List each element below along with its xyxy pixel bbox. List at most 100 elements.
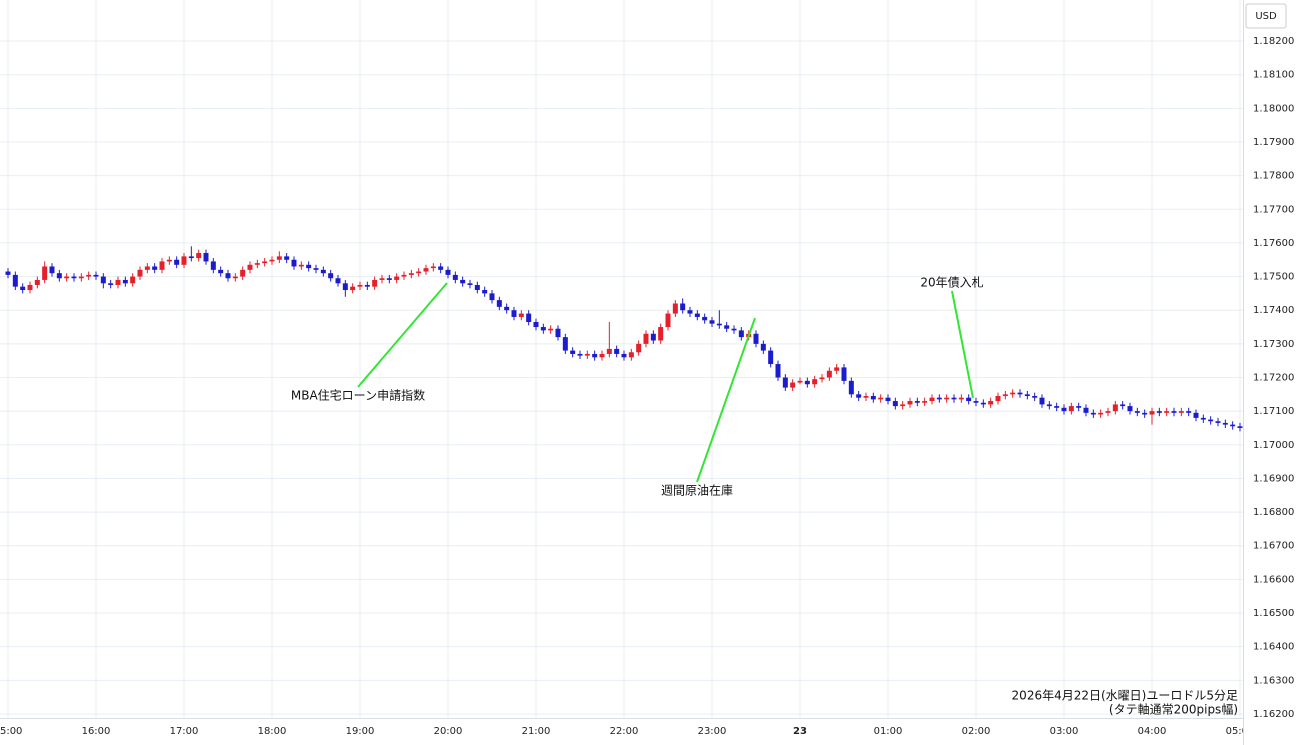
chart-note: (タテ軸通常200pips幅) — [1109, 702, 1238, 717]
y-tick-label: 1.18000 — [1253, 103, 1294, 114]
candle-body — [320, 269, 326, 274]
candle-body — [1120, 404, 1126, 407]
candle-body — [489, 293, 495, 301]
candle-body — [408, 273, 414, 275]
candle-body — [482, 290, 488, 294]
candle-body — [386, 278, 392, 280]
candle-body — [203, 253, 209, 262]
candle-body — [423, 268, 429, 272]
y-tick-label: 1.16400 — [1253, 642, 1294, 653]
candle-body — [504, 306, 510, 311]
candle-body — [1024, 394, 1030, 397]
x-tick-label: 21:00 — [522, 726, 551, 737]
candle-body — [768, 350, 774, 365]
x-tick-label: 02:00 — [962, 726, 991, 737]
candle-body — [1127, 406, 1133, 412]
candle-body — [1237, 426, 1243, 428]
candle-body — [540, 327, 546, 331]
candle-body — [885, 397, 891, 402]
candle-body — [34, 279, 40, 285]
candle-body — [929, 397, 935, 402]
candle-body — [159, 261, 165, 270]
candle-body — [291, 259, 297, 267]
candle-body — [262, 261, 268, 264]
x-tick-label: 03:00 — [1050, 726, 1079, 737]
candle-body — [284, 256, 290, 260]
candle-body — [1134, 411, 1140, 413]
candle-body — [577, 353, 583, 356]
candle-body — [973, 401, 979, 403]
candle-body — [892, 401, 898, 407]
candle-body — [680, 303, 686, 311]
candle-body — [760, 343, 766, 351]
candle-body — [225, 273, 231, 279]
candle-body — [687, 310, 693, 314]
candle-body — [416, 271, 422, 274]
candle-body — [1098, 412, 1104, 415]
candle-body — [313, 268, 319, 270]
candle-body — [108, 283, 114, 285]
candle-body — [570, 350, 576, 354]
y-tick-label: 1.17600 — [1253, 238, 1294, 249]
y-tick-label: 1.17900 — [1253, 137, 1294, 148]
candle-body — [584, 353, 590, 356]
candle-body — [496, 300, 502, 307]
candle-body — [240, 269, 246, 277]
candle-body — [834, 367, 840, 371]
candle-body — [628, 352, 634, 358]
candle-body — [1083, 407, 1089, 413]
candle-body — [848, 380, 854, 395]
candle-body — [599, 353, 605, 358]
y-tick-label: 1.16500 — [1253, 608, 1294, 619]
candle-body — [592, 353, 598, 358]
chart-note: 2026年4月22日(水曜日)ユーロドル5分足 — [1012, 689, 1238, 703]
candle-body — [100, 276, 106, 284]
x-tick-label: 04:00 — [1138, 726, 1167, 737]
candle-body — [878, 397, 884, 400]
candle-body — [914, 401, 920, 403]
candle-body — [247, 264, 253, 270]
candle-body — [12, 274, 18, 287]
x-tick-label: 17:00 — [170, 726, 199, 737]
candle-body — [210, 261, 216, 270]
candle-body — [152, 266, 158, 270]
candle-body — [474, 284, 480, 291]
y-tick-label: 1.16600 — [1253, 574, 1294, 585]
candle-body — [1017, 392, 1023, 395]
candle-body — [922, 401, 928, 403]
x-tick-label: 16:00 — [82, 726, 111, 737]
grid — [0, 0, 1243, 718]
candle-body — [856, 394, 862, 398]
y-tick-label: 1.17800 — [1253, 171, 1294, 182]
candle-body — [738, 330, 744, 338]
candle-body — [518, 313, 524, 317]
candle-body — [1039, 397, 1045, 405]
candle-body — [5, 271, 11, 275]
candle-body — [804, 380, 810, 385]
y-tick-label: 1.16300 — [1253, 675, 1294, 686]
y-tick-label: 1.16900 — [1253, 473, 1294, 484]
candle-body — [372, 279, 378, 287]
candle-body — [1178, 411, 1184, 413]
candle-body — [1112, 404, 1118, 412]
candle-body — [966, 397, 972, 402]
annotation-line — [951, 290, 974, 399]
candle-body — [467, 283, 473, 285]
candle-body — [1208, 419, 1214, 422]
candle-body — [144, 266, 150, 270]
candle-body — [1032, 396, 1038, 398]
candle-body — [980, 402, 986, 405]
candle-body — [650, 333, 656, 341]
candle-body — [1186, 411, 1192, 413]
candle-body — [401, 274, 407, 277]
candle-body — [526, 313, 532, 322]
candle-body — [335, 278, 341, 284]
y-tick-label: 1.18100 — [1253, 70, 1294, 81]
candle-body — [716, 323, 722, 326]
candle-body — [958, 397, 964, 400]
candle-body — [71, 276, 77, 279]
candle-body — [342, 283, 348, 291]
annotation-label: MBA住宅ローン申請指数 — [291, 388, 425, 403]
annotation-line — [357, 282, 448, 388]
candle-body — [298, 264, 304, 267]
